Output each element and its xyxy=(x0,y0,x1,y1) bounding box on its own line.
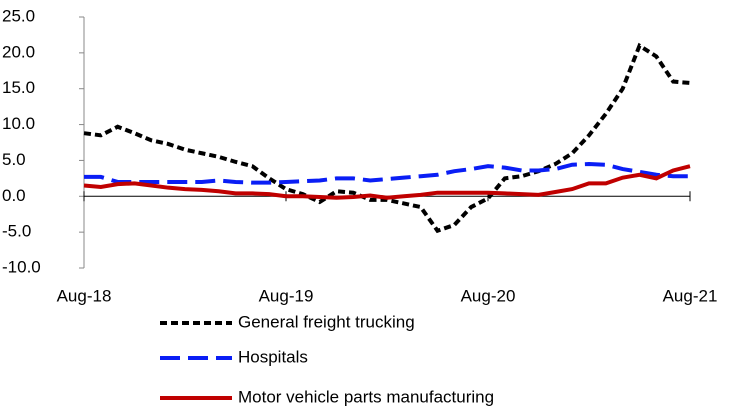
y-tick-label: -10.0 xyxy=(2,257,41,276)
x-tick-label: Aug-21 xyxy=(663,286,718,305)
legend-label: Motor vehicle parts manufacturing xyxy=(238,387,494,406)
legend-label: Hospitals xyxy=(238,347,308,366)
series-line xyxy=(83,42,691,234)
series-line xyxy=(84,162,690,185)
x-tick-label: Aug-20 xyxy=(461,286,516,305)
y-tick-label: 0.0 xyxy=(2,186,26,205)
x-tick-label: Aug-18 xyxy=(57,286,112,305)
y-tick-label: 10.0 xyxy=(2,114,35,133)
series-line xyxy=(83,164,691,200)
x-tick-label: Aug-19 xyxy=(259,286,314,305)
y-tick-label: 25.0 xyxy=(2,6,35,25)
legend-label: General freight trucking xyxy=(238,312,415,331)
y-tick-label: 5.0 xyxy=(2,150,26,169)
y-tick-label: 15.0 xyxy=(2,78,35,97)
y-tick-label: 20.0 xyxy=(2,42,35,61)
y-tick-label: -5.0 xyxy=(2,222,31,241)
